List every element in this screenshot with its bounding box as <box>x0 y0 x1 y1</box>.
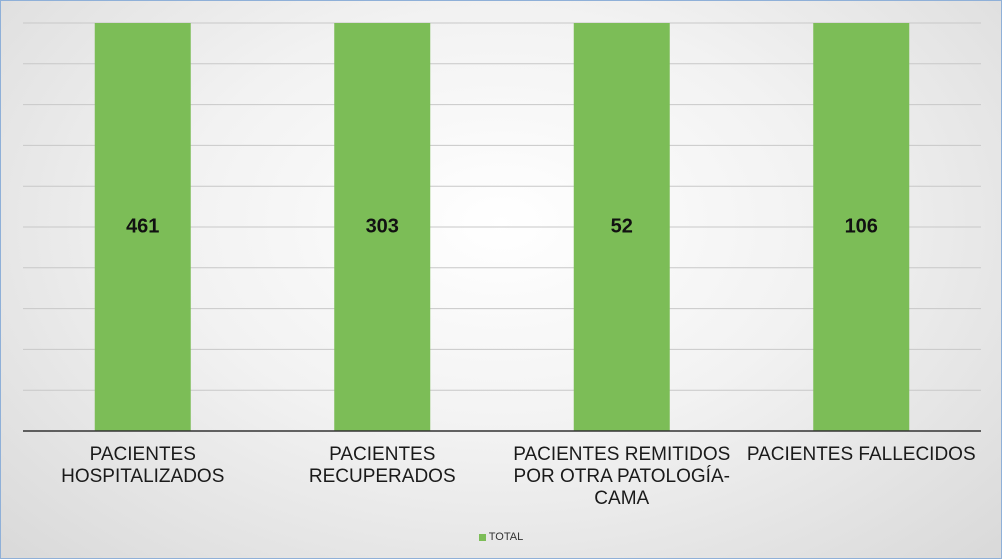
data-label: 303 <box>366 215 399 237</box>
data-label: 461 <box>126 215 159 237</box>
data-label: 52 <box>611 215 633 237</box>
x-tick-label: PACIENTES FALLECIDOS <box>746 444 976 465</box>
x-tick-label: PACIENTES HOSPITALIZADOS <box>61 444 225 487</box>
bar <box>94 23 191 431</box>
legend-swatch <box>478 533 486 541</box>
bars <box>94 23 910 431</box>
data-label: 106 <box>845 215 878 237</box>
bar <box>334 23 431 431</box>
bar <box>813 23 910 431</box>
x-tick-label: PACIENTES RECUPERADOS <box>308 444 456 487</box>
bar <box>573 23 670 431</box>
x-tick-label: PACIENTES REMITIDOS POR OTRA PATOLOGÍA-C… <box>513 444 731 509</box>
legend: TOTAL <box>1 531 1001 543</box>
legend-label: TOTAL <box>488 531 524 543</box>
